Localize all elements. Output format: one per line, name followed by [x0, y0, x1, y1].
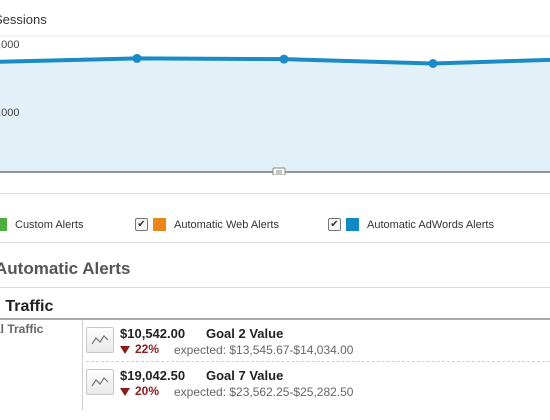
sparkline-icon	[91, 377, 109, 387]
alert-delta-value: 20%	[135, 384, 160, 398]
y-tick-label: 0,000	[0, 107, 20, 119]
alert-delta-value: 22%	[135, 342, 160, 356]
alert-amount: $19,042.50	[120, 368, 186, 383]
row-separator	[86, 361, 550, 362]
metric-label: Sessions	[0, 12, 47, 27]
legend-label-custom: Custom Alerts	[15, 218, 84, 231]
alert-legend: Custom Alerts ✔ Automatic Web Alerts ✔ A…	[0, 218, 550, 236]
alert-delta: 20%	[120, 384, 159, 398]
divider	[0, 242, 550, 243]
alert-delta: 22%	[120, 342, 159, 356]
y-tick-label: 0,000	[0, 39, 20, 51]
down-arrow-icon	[120, 387, 130, 396]
legend-item-custom[interactable]: Custom Alerts	[0, 218, 83, 231]
section-title: Automatic Alerts	[0, 259, 131, 278]
group-title: ll Traffic	[0, 298, 54, 315]
legend-item-adwords[interactable]: ✔ Automatic AdWords Alerts	[328, 218, 494, 231]
series-area	[0, 58, 550, 172]
sparkline-button[interactable]	[86, 327, 114, 353]
divider	[0, 287, 550, 288]
legend-label-web: Automatic Web Alerts	[174, 218, 279, 231]
data-point[interactable]	[428, 59, 438, 68]
sessions-chart: 0,000 0,000	[0, 30, 550, 176]
resize-handle[interactable]	[272, 167, 286, 176]
alert-expected: expected: $23,562.25-$25,282.50	[174, 385, 354, 399]
chart-plot	[0, 35, 550, 176]
row-label: tal Traffic	[0, 322, 44, 336]
row-indent-line	[82, 320, 83, 410]
alert-row[interactable]: $19,042.50 Goal 7 Value 20% expected: $2…	[86, 366, 550, 400]
alert-amount: $10,542.00	[120, 326, 186, 341]
legend-label-adwords: Automatic AdWords Alerts	[367, 218, 494, 231]
group-divider	[0, 318, 550, 320]
down-arrow-icon	[120, 345, 130, 354]
web-alerts-swatch	[153, 218, 166, 231]
alert-goal: Goal 7 Value	[206, 368, 284, 383]
custom-alerts-swatch	[0, 218, 7, 231]
data-point[interactable]	[132, 53, 142, 63]
alert-goal: Goal 2 Value	[206, 326, 284, 341]
legend-item-web[interactable]: ✔ Automatic Web Alerts	[135, 218, 279, 231]
sparkline-icon	[91, 335, 109, 345]
adwords-alerts-checkbox[interactable]: ✔	[328, 218, 341, 231]
divider	[0, 193, 550, 194]
sparkline-button[interactable]	[86, 369, 114, 395]
alert-expected: expected: $13,545.67-$14,034.00	[174, 343, 354, 357]
alert-row[interactable]: $10,542.00 Goal 2 Value 22% expected: $1…	[86, 324, 550, 358]
web-alerts-checkbox[interactable]: ✔	[135, 218, 148, 231]
adwords-alerts-swatch	[346, 218, 359, 231]
data-point[interactable]	[279, 54, 289, 64]
